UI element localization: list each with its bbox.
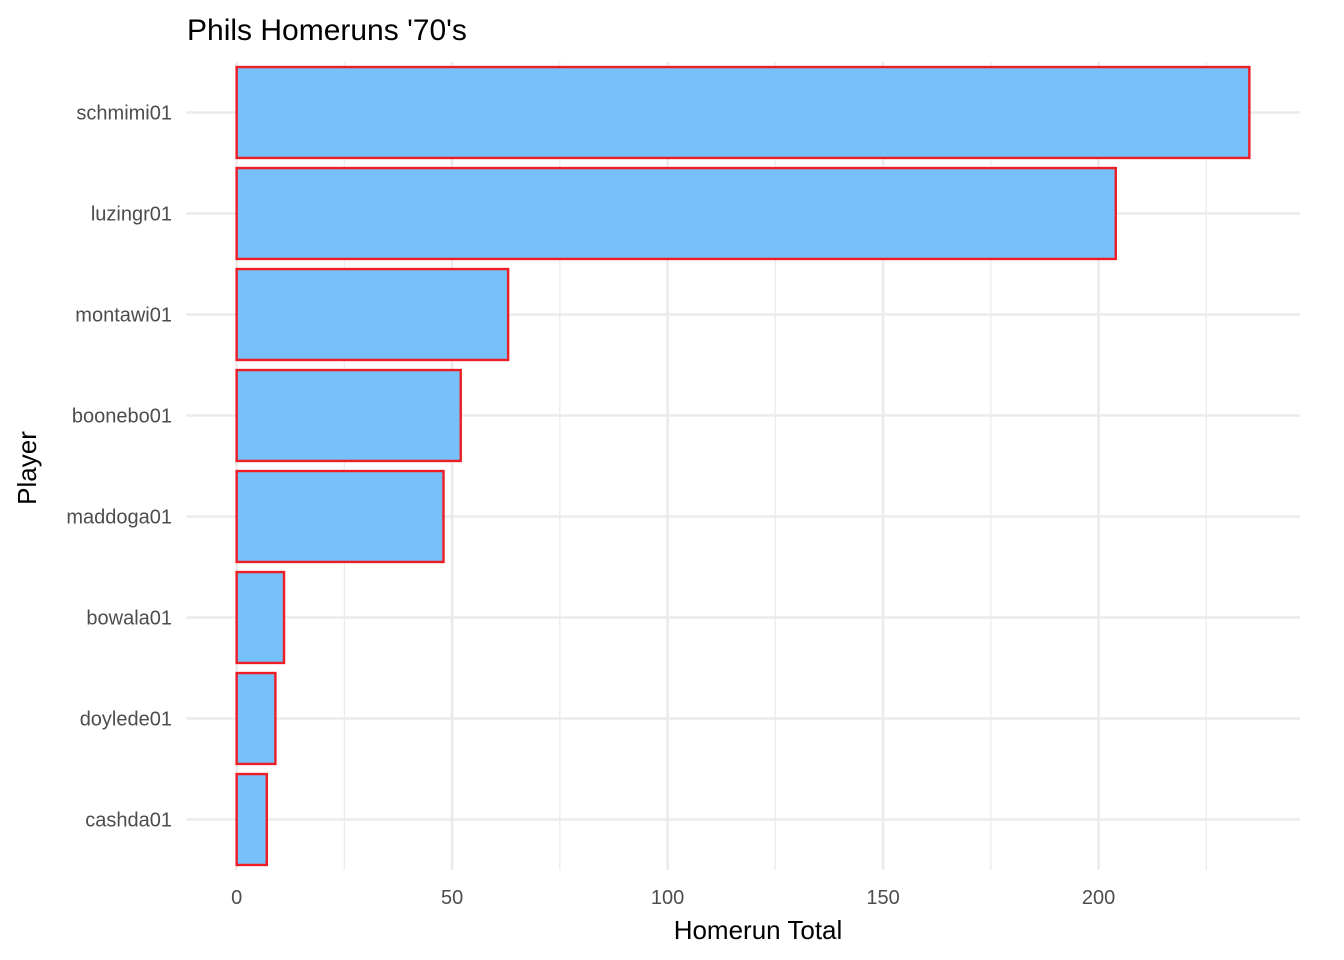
bars <box>235 65 1251 867</box>
bar <box>235 671 277 766</box>
bar <box>235 368 462 463</box>
x-tick-label: 150 <box>866 887 899 909</box>
bar <box>235 267 510 362</box>
x-tick-label: 100 <box>651 887 684 909</box>
bar <box>235 65 1251 160</box>
x-axis-title: Homerun Total <box>674 915 843 945</box>
y-axis-title: Player <box>12 431 42 505</box>
chart-title: Phils Homeruns '70's <box>187 14 467 47</box>
y-tick-label: montawi01 <box>75 305 172 327</box>
bar <box>235 166 1117 261</box>
x-axis-tick-labels: 0 50 100 150 200 <box>231 887 1115 909</box>
y-tick-label: maddoga01 <box>66 507 172 529</box>
y-tick-label: doylede01 <box>80 709 172 731</box>
y-tick-label: schmimi01 <box>76 103 172 125</box>
bar <box>235 772 269 867</box>
y-tick-label: luzingr01 <box>91 204 172 226</box>
x-tick-label: 50 <box>441 887 463 909</box>
y-axis-tick-labels: schmimi01 luzingr01 montawi01 boonebo01 madd… <box>66 103 172 832</box>
x-tick-label: 200 <box>1082 887 1115 909</box>
bar <box>235 570 286 665</box>
bar <box>235 469 445 564</box>
y-tick-label: boonebo01 <box>72 406 172 428</box>
x-tick-label: 0 <box>231 887 242 909</box>
y-tick-label: cashda01 <box>85 810 172 832</box>
y-tick-label: bowala01 <box>86 608 172 630</box>
